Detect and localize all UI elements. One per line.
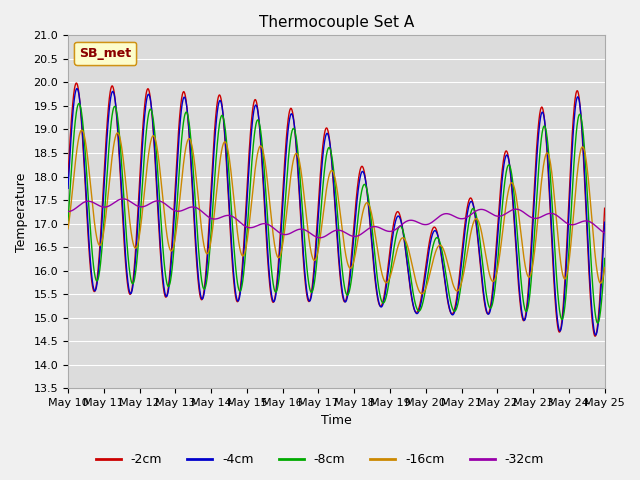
Legend: SB_met: SB_met bbox=[74, 42, 136, 65]
Title: Thermocouple Set A: Thermocouple Set A bbox=[259, 15, 414, 30]
Y-axis label: Temperature: Temperature bbox=[15, 172, 28, 252]
Legend: -2cm, -4cm, -8cm, -16cm, -32cm: -2cm, -4cm, -8cm, -16cm, -32cm bbox=[91, 448, 549, 471]
X-axis label: Time: Time bbox=[321, 414, 352, 427]
